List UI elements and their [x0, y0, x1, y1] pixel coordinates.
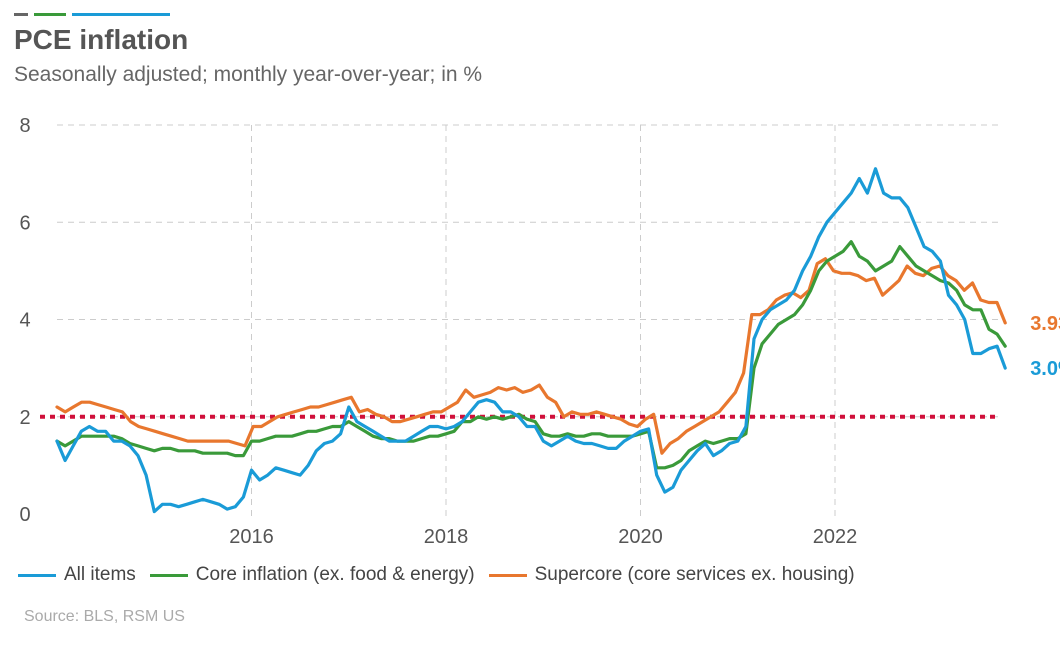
chart-subtitle: Seasonally adjusted; monthly year-over-y…: [14, 63, 483, 86]
x-tick-label: 2018: [424, 526, 469, 548]
legend-label-all-items: All items: [64, 564, 136, 585]
accent-bar-green: [34, 13, 66, 16]
legend-swatch-all-items: [18, 573, 56, 577]
series-line-core: [55, 240, 1007, 470]
x-tick-label: 2022: [813, 526, 858, 548]
series-line-supercore: [55, 257, 1007, 455]
series-line-all_items: [55, 167, 1007, 514]
legend-swatch-supercore: [488, 573, 527, 577]
chart-title: PCE inflation: [14, 24, 189, 55]
y-tick-label: 2: [19, 407, 30, 429]
end-label-supercore: 3.93%: [1030, 313, 1060, 335]
legend-label-core: Core inflation (ex. food & energy): [195, 564, 475, 585]
source-note: Source: BLS, RSM US: [24, 608, 185, 625]
series-lines: [55, 167, 1007, 514]
end-labels: 3.0% 3.93%: [1030, 313, 1060, 380]
y-tick-label: 4: [19, 310, 30, 332]
x-axis: 2016 2018 2020 2022: [229, 526, 857, 548]
x-tick-label: 2016: [229, 526, 274, 548]
legend-label-supercore: Supercore (core services ex. housing): [534, 564, 855, 585]
legend-swatch-core: [149, 573, 188, 577]
legend-item-core: Core inflation (ex. food & energy): [149, 564, 475, 586]
legend-item-all-items: All items: [18, 564, 136, 586]
legend-item-supercore: Supercore (core services ex. housing): [488, 564, 855, 586]
y-tick-label: 8: [19, 115, 30, 137]
accent-bar-blue: [72, 13, 170, 16]
y-tick-label: 6: [19, 212, 30, 234]
end-label-all_items: 3.0%: [1030, 358, 1060, 380]
y-axis: 0 2 4 6 8: [19, 115, 30, 526]
legend: All items Core inflation (ex. food & ene…: [18, 564, 869, 586]
x-tick-label: 2020: [618, 526, 663, 548]
grid-lines: [57, 124, 1000, 520]
accent-bar-gray: [14, 13, 28, 16]
y-tick-label: 0: [19, 504, 30, 526]
